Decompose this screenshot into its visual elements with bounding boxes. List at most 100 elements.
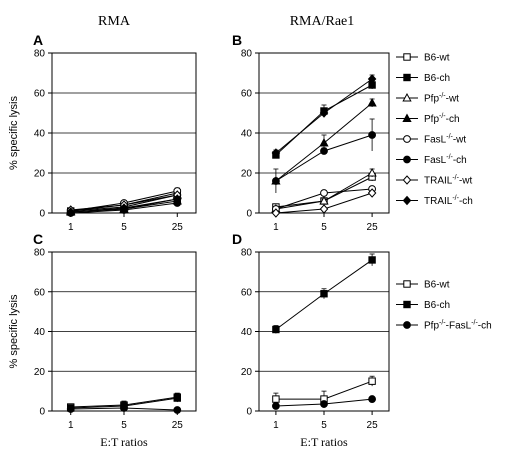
y-tick-label: 40 bbox=[241, 129, 253, 140]
data-point bbox=[320, 290, 328, 298]
panel-D: D 0 20 40 60 80 1 5 25 E:T ratios bbox=[232, 231, 390, 449]
legend-label: FasL-/--wt bbox=[424, 134, 466, 146]
legend-marker bbox=[403, 53, 411, 61]
y-axis-label: % specific lysis bbox=[8, 96, 20, 170]
legend-marker bbox=[403, 280, 411, 288]
data-point bbox=[367, 74, 377, 84]
legend-entry: B6-ch bbox=[396, 300, 450, 311]
data-point bbox=[120, 404, 128, 412]
data-point bbox=[272, 402, 280, 410]
y-tick-label: 0 bbox=[246, 209, 252, 220]
legend-label: B6-wt bbox=[424, 280, 450, 291]
x-axis-label: E:T ratios bbox=[100, 435, 148, 449]
x-tick-label: 5 bbox=[121, 420, 127, 431]
y-tick-label: 40 bbox=[34, 129, 46, 140]
legend-marker bbox=[403, 73, 411, 82]
panel-C: C 0 20 40 60 80 1 5 25 % specific lysis E:T ratios bbox=[8, 231, 197, 449]
data-point bbox=[320, 189, 328, 197]
x-tick-label: 25 bbox=[367, 222, 379, 233]
legend-top: B6-wt B6-ch Pfp-/--wt Pfp-/--ch FasL-/--wt Fa… bbox=[396, 53, 473, 207]
data-point bbox=[320, 147, 328, 155]
legend-label: TRAIL-/--wt bbox=[424, 175, 473, 187]
x-tick-label: 25 bbox=[172, 222, 184, 233]
series-TRAIL-ch bbox=[271, 74, 377, 158]
plots: A 0 20 40 60 80 1 5 25 % specific lysis B 0 20 40 60 80… bbox=[8, 32, 390, 449]
y-tick-label: 40 bbox=[34, 327, 46, 338]
y-tick-label: 0 bbox=[246, 407, 252, 418]
legend-marker bbox=[402, 92, 412, 102]
legend-bottom: B6-wt B6-ch Pfp-/--FasL-/--ch bbox=[396, 280, 492, 332]
series-TRAIL-wt bbox=[271, 188, 377, 218]
y-tick-label: 60 bbox=[241, 287, 253, 298]
data-point bbox=[319, 195, 329, 205]
x-axis-label: E:T ratios bbox=[300, 435, 348, 449]
panel-letter: A bbox=[33, 32, 43, 48]
data-point bbox=[271, 208, 281, 218]
series-FasL-ch bbox=[272, 118, 377, 185]
x-tick-label: 1 bbox=[273, 222, 279, 233]
data-point bbox=[173, 394, 181, 402]
y-tick-label: 20 bbox=[241, 169, 253, 180]
legend-entry: B6-wt bbox=[396, 280, 450, 291]
legend-marker bbox=[403, 155, 411, 164]
legend-label: B6-wt bbox=[424, 53, 450, 64]
y-tick-label: 80 bbox=[241, 248, 253, 259]
x-tick-label: 5 bbox=[321, 222, 327, 233]
data-point bbox=[319, 204, 329, 214]
data-point bbox=[272, 395, 280, 403]
legend-marker bbox=[403, 300, 411, 309]
y-tick-label: 0 bbox=[39, 209, 45, 220]
panel-B: B 0 20 40 60 80 1 5 25 bbox=[232, 32, 390, 233]
data-point bbox=[271, 148, 281, 158]
legend-entry: FasL-/--wt bbox=[396, 134, 466, 146]
y-tick-label: 20 bbox=[34, 367, 46, 378]
data-point bbox=[368, 377, 376, 385]
y-tick-label: 80 bbox=[241, 49, 253, 60]
data-point bbox=[119, 203, 129, 213]
legend-entry: FasL-/--ch bbox=[396, 154, 467, 166]
legend-label: Pfp-/--wt bbox=[424, 93, 459, 105]
data-point bbox=[367, 188, 377, 198]
legend-entry: Pfp-/--wt bbox=[396, 93, 459, 105]
series-PfpFasL-ch bbox=[66, 404, 182, 414]
legend-entry: Pfp-/--ch bbox=[396, 113, 460, 125]
series-B6-ch bbox=[272, 253, 376, 334]
x-tick-label: 25 bbox=[172, 420, 184, 431]
y-tick-label: 0 bbox=[39, 407, 45, 418]
data-point bbox=[66, 405, 75, 413]
legend-entry: B6-wt bbox=[396, 53, 450, 64]
panel-A: A 0 20 40 60 80 1 5 25 % specific lysis bbox=[8, 32, 197, 233]
series-PfpFasL-ch bbox=[272, 395, 377, 410]
legend-marker bbox=[402, 175, 412, 185]
x-tick-label: 5 bbox=[121, 222, 127, 233]
data-point bbox=[173, 194, 182, 204]
x-tick-label: 1 bbox=[273, 420, 279, 431]
legend-marker bbox=[402, 195, 412, 206]
legend-label: Pfp-/--ch bbox=[424, 113, 460, 125]
data-point bbox=[272, 325, 280, 334]
y-tick-label: 60 bbox=[34, 287, 46, 298]
y-tick-label: 40 bbox=[241, 327, 253, 338]
y-tick-label: 80 bbox=[34, 49, 46, 60]
data-point bbox=[368, 395, 377, 403]
data-point bbox=[320, 400, 328, 408]
panel-letter: B bbox=[232, 32, 242, 48]
col-title-rma-rae1: RMA/Rae1 bbox=[290, 14, 355, 29]
legend-entry: Pfp-/--FasL-/--ch bbox=[396, 320, 492, 332]
data-point bbox=[66, 207, 75, 217]
y-tick-label: 80 bbox=[34, 248, 46, 259]
data-point bbox=[319, 137, 329, 147]
data-point bbox=[319, 108, 329, 118]
data-point bbox=[368, 131, 377, 139]
y-tick-label: 60 bbox=[241, 89, 253, 100]
panel-letter: D bbox=[232, 231, 242, 247]
y-tick-label: 20 bbox=[241, 367, 253, 378]
legend-entry: TRAIL-/--ch bbox=[396, 195, 473, 207]
legend-label: B6-ch bbox=[424, 73, 450, 84]
x-tick-label: 25 bbox=[367, 420, 379, 431]
legend-label: Pfp-/--FasL-/--ch bbox=[424, 320, 492, 332]
y-axis-label: % specific lysis bbox=[8, 294, 20, 368]
col-title-rma: RMA bbox=[98, 14, 131, 29]
panel-letter: C bbox=[33, 231, 43, 247]
